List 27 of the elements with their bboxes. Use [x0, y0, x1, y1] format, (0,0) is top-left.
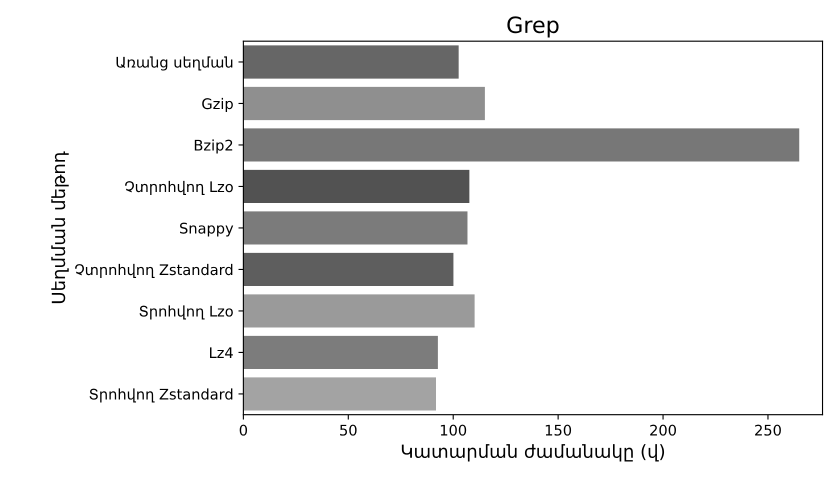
- x-tick-label: 50: [340, 424, 357, 436]
- bar: [243, 86, 485, 120]
- y-tick-label: Չտրոհվող Lzo: [125, 180, 233, 196]
- x-axis-title: Կատարման ժամանակը (վ): [402, 444, 664, 462]
- y-tick-label: Snappy: [180, 222, 234, 237]
- bar: [243, 211, 468, 245]
- y-tick-label: Gzip: [202, 98, 233, 112]
- y-tick-label: Bzip2: [194, 139, 232, 154]
- bar: [243, 128, 800, 162]
- x-tick-label: 100: [440, 424, 466, 436]
- x-tick-label: 250: [755, 424, 781, 436]
- y-tick-label: Տրոհվող Lzo: [140, 305, 233, 320]
- y-tick-label: Չտրոհվող Zstandard: [75, 264, 232, 278]
- bar: [243, 294, 475, 328]
- x-tick-label: 200: [650, 424, 676, 436]
- y-axis-title: Սեղմման մեթոդ: [51, 151, 69, 304]
- bar: [243, 336, 438, 370]
- bar: [243, 377, 436, 411]
- bar: [243, 45, 459, 79]
- y-tick-label: Տրոհվող Zstandard: [90, 388, 232, 402]
- y-tick-label: Առանց սեղման: [116, 56, 232, 71]
- x-tick-label: 0: [240, 424, 248, 436]
- x-tick-label: 150: [546, 424, 572, 436]
- chart-title: Grep: [507, 16, 559, 38]
- y-tick-label: Lz4: [210, 347, 233, 358]
- bar: [243, 170, 470, 204]
- bar: [243, 252, 454, 286]
